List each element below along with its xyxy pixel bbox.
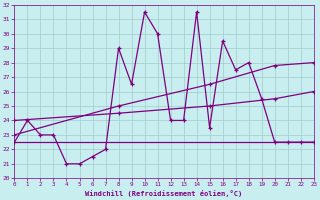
X-axis label: Windchill (Refroidissement éolien,°C): Windchill (Refroidissement éolien,°C) xyxy=(85,190,243,197)
